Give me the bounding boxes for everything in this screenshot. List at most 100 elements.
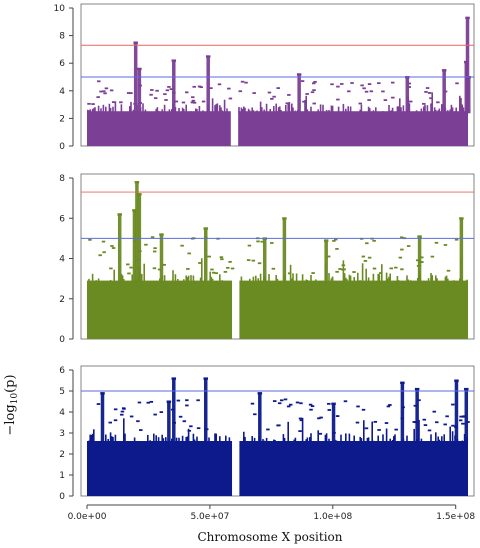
data-point-cluster: [268, 274, 270, 283]
dense-region-right: [239, 441, 468, 496]
data-point-cluster: [357, 272, 359, 283]
data-point: [209, 87, 213, 90]
dense-region-left: [87, 111, 231, 146]
data-point-cluster: [285, 104, 287, 114]
data-point: [276, 87, 280, 90]
data-point: [257, 262, 262, 265]
data-point: [364, 90, 369, 93]
data-point-cluster: [306, 437, 309, 443]
data-point: [413, 404, 418, 407]
data-point: [352, 271, 356, 273]
data-point: [191, 99, 196, 102]
data-point-cluster: [161, 434, 163, 443]
data-point-cluster: [243, 106, 245, 114]
peak-point: [323, 239, 329, 242]
data-point-cluster: [336, 440, 339, 443]
data-point: [377, 82, 381, 85]
data-point-cluster: [305, 279, 307, 283]
data-point: [295, 401, 300, 404]
data-point-cluster: [389, 438, 391, 443]
data-point: [120, 410, 125, 413]
data-point-cluster: [435, 275, 437, 283]
peak-point: [331, 402, 336, 405]
background-points: [88, 236, 468, 283]
data-point-cluster: [294, 110, 297, 114]
data-point-cluster: [378, 274, 381, 283]
data-point-cluster: [437, 281, 439, 283]
data-point-cluster: [147, 434, 149, 443]
data-point: [445, 415, 449, 418]
data-point-cluster: [401, 281, 403, 283]
y-tick-label: 6: [59, 366, 65, 376]
data-point-cluster: [295, 273, 298, 283]
data-point: [207, 255, 211, 258]
data-point-cluster: [178, 437, 180, 443]
data-point-cluster: [243, 431, 245, 443]
data-point: [310, 91, 315, 94]
data-point: [298, 430, 302, 433]
data-point-cluster: [192, 275, 195, 283]
peak-point: [137, 67, 142, 71]
data-point-cluster: [387, 278, 389, 283]
data-point-cluster: [244, 436, 246, 443]
data-point-cluster: [449, 109, 451, 114]
data-point: [362, 87, 366, 90]
data-point: [190, 96, 195, 99]
data-point-cluster: [343, 441, 346, 443]
data-point-cluster: [155, 108, 157, 114]
data-point-cluster: [214, 105, 216, 114]
data-point: [178, 415, 183, 418]
data-point: [298, 417, 303, 420]
data-point: [443, 423, 447, 426]
data-point: [244, 81, 248, 84]
data-point-cluster: [225, 435, 227, 443]
data-point: [246, 259, 251, 262]
data-point-cluster: [187, 428, 190, 443]
data-point: [312, 89, 316, 92]
data-point: [336, 98, 340, 101]
peak-column: [417, 236, 422, 283]
data-point-cluster: [346, 279, 348, 283]
data-point: [398, 256, 403, 259]
data-point-cluster: [345, 433, 347, 443]
data-point-cluster: [328, 438, 330, 443]
data-point: [383, 99, 388, 101]
data-point: [198, 262, 202, 264]
data-point-cluster: [423, 106, 425, 114]
data-point-cluster: [306, 279, 309, 283]
data-point: [196, 399, 200, 402]
data-point: [407, 82, 412, 85]
data-point: [210, 268, 214, 271]
data-point: [285, 102, 290, 105]
data-point-cluster: [102, 104, 105, 114]
data-point-cluster: [427, 278, 430, 283]
data-point-cluster: [293, 439, 295, 443]
data-point-cluster: [115, 442, 118, 443]
data-point: [367, 83, 372, 85]
data-point-cluster: [367, 437, 370, 443]
peak-column: [203, 378, 208, 443]
data-point: [251, 259, 256, 262]
data-point: [308, 403, 313, 406]
data-point-cluster: [94, 107, 96, 114]
data-point-cluster: [144, 109, 147, 114]
data-point: [327, 402, 331, 405]
data-point: [228, 97, 233, 100]
data-point: [150, 236, 155, 239]
data-point: [197, 85, 202, 88]
data-point: [358, 102, 363, 105]
data-point-cluster: [89, 434, 91, 443]
data-point: [427, 92, 432, 94]
data-point-cluster: [415, 110, 418, 114]
data-point: [389, 267, 394, 270]
data-point-cluster: [88, 440, 90, 443]
data-point: [305, 93, 309, 95]
data-point-cluster: [395, 111, 397, 114]
data-point: [153, 247, 157, 250]
data-point-cluster: [120, 442, 123, 443]
peak-column: [454, 380, 459, 443]
y-axis-label-subscript: 10: [10, 393, 20, 405]
data-point-cluster: [406, 275, 408, 283]
data-point-cluster: [162, 438, 165, 443]
data-point: [122, 407, 126, 410]
